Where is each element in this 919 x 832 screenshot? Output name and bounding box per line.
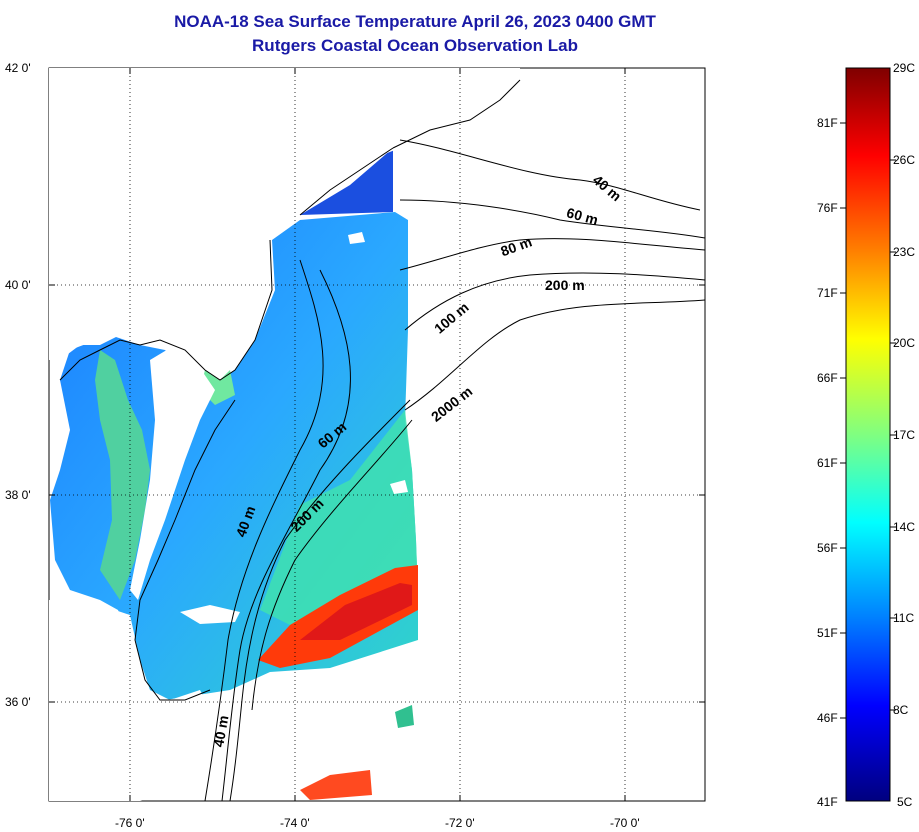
cb-c-8: 8C xyxy=(893,703,909,717)
isobath-shelf-4 xyxy=(251,419,413,711)
gulf-stream-core xyxy=(300,583,412,640)
coastline-3 xyxy=(392,79,521,149)
lat-label-40: 40 0' xyxy=(5,278,31,292)
isobath-200 xyxy=(404,272,705,331)
land-mass xyxy=(49,68,520,370)
isobath-shelf-2 xyxy=(221,269,351,801)
cb-c-14: 14C xyxy=(893,520,916,534)
delmarva xyxy=(130,345,215,600)
isobath-60 xyxy=(399,199,705,239)
warm-band xyxy=(260,410,418,625)
cb-c-20: 20C xyxy=(893,336,916,350)
isobath-80 xyxy=(399,238,705,271)
contour-label-40m-c: 40 m xyxy=(210,714,231,748)
colorbar-ticks xyxy=(840,122,896,719)
cb-f-76: 76F xyxy=(817,201,838,215)
cb-c-29: 29C xyxy=(893,61,916,75)
cb-f-66: 66F xyxy=(817,371,838,385)
cloud-gap-3 xyxy=(390,480,408,494)
graticule xyxy=(49,68,705,801)
colorbar xyxy=(845,67,891,802)
chesapeake-bay xyxy=(95,350,150,600)
cb-c-26: 26C xyxy=(893,153,916,167)
cb-c-23: 23C xyxy=(893,245,916,259)
cloud-gap-2 xyxy=(180,605,240,624)
cloud-gap xyxy=(348,232,365,244)
coastline xyxy=(59,239,273,381)
map-subtitle: Rutgers Coastal Ocean Observation Lab xyxy=(252,36,578,55)
lat-label-42: 42 0' xyxy=(5,61,31,75)
nc-land xyxy=(49,600,215,801)
lat-label-36: 36 0' xyxy=(5,695,31,709)
cb-f-56: 56F xyxy=(817,541,838,555)
axis-ticks xyxy=(49,68,705,801)
lon-label-74: -74 0' xyxy=(280,816,310,830)
isobath-shelf-3 xyxy=(229,399,411,801)
map-title: NOAA-18 Sea Surface Temperature April 26… xyxy=(174,12,656,31)
cb-c-5: 5C xyxy=(897,795,913,809)
lon-label-76: -76 0' xyxy=(115,816,145,830)
isobath-2000 xyxy=(404,299,705,411)
cb-c-11: 11C xyxy=(893,611,915,625)
cb-f-71: 71F xyxy=(817,286,838,300)
cb-f-51: 51F xyxy=(817,626,838,640)
south-patch-2 xyxy=(395,705,414,728)
contour-label-200m: 200 m xyxy=(545,277,585,293)
li-sound xyxy=(300,148,393,215)
south-patch xyxy=(300,770,372,800)
lon-label-70: -70 0' xyxy=(610,816,640,830)
cb-c-17: 17C xyxy=(893,428,916,442)
lat-label-38: 38 0' xyxy=(5,488,31,502)
coastline-2 xyxy=(299,147,394,216)
cb-f-81: 81F xyxy=(817,116,838,130)
cb-f-61: 61F xyxy=(817,456,838,470)
isobath-shelf-1 xyxy=(204,259,324,801)
cb-f-41: 41F xyxy=(817,795,838,809)
isobath-40 xyxy=(399,139,701,211)
cb-f-46: 46F xyxy=(817,711,838,725)
coastline-4 xyxy=(134,399,236,701)
contour-label-60m: 60 m xyxy=(565,204,600,228)
lon-label-72: -72 0' xyxy=(445,816,475,830)
